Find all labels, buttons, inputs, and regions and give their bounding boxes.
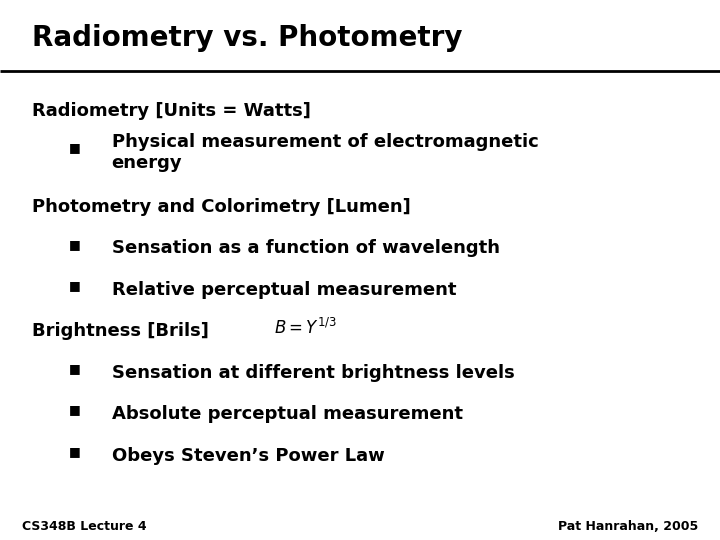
Text: Radiometry [Units = Watts]: Radiometry [Units = Watts] bbox=[32, 102, 311, 120]
Text: Absolute perceptual measurement: Absolute perceptual measurement bbox=[112, 405, 463, 423]
Text: ■: ■ bbox=[68, 445, 80, 458]
Text: $B = Y^{1/3}$: $B = Y^{1/3}$ bbox=[274, 318, 337, 339]
Text: ■: ■ bbox=[68, 362, 80, 375]
Text: Sensation as a function of wavelength: Sensation as a function of wavelength bbox=[112, 239, 500, 258]
Text: ■: ■ bbox=[68, 403, 80, 416]
Text: CS348B Lecture 4: CS348B Lecture 4 bbox=[22, 520, 146, 533]
Text: Radiometry vs. Photometry: Radiometry vs. Photometry bbox=[32, 24, 463, 52]
Text: Obeys Steven’s Power Law: Obeys Steven’s Power Law bbox=[112, 447, 384, 465]
Text: Physical measurement of electromagnetic
energy: Physical measurement of electromagnetic … bbox=[112, 132, 539, 172]
Text: Pat Hanrahan, 2005: Pat Hanrahan, 2005 bbox=[558, 520, 698, 533]
Text: ■: ■ bbox=[68, 141, 80, 154]
Text: ■: ■ bbox=[68, 238, 80, 251]
Text: Sensation at different brightness levels: Sensation at different brightness levels bbox=[112, 363, 514, 382]
Text: Brightness [Brils]: Brightness [Brils] bbox=[32, 322, 210, 340]
Text: ■: ■ bbox=[68, 279, 80, 292]
Text: Relative perceptual measurement: Relative perceptual measurement bbox=[112, 281, 456, 299]
Text: Photometry and Colorimetry [Lumen]: Photometry and Colorimetry [Lumen] bbox=[32, 198, 411, 216]
